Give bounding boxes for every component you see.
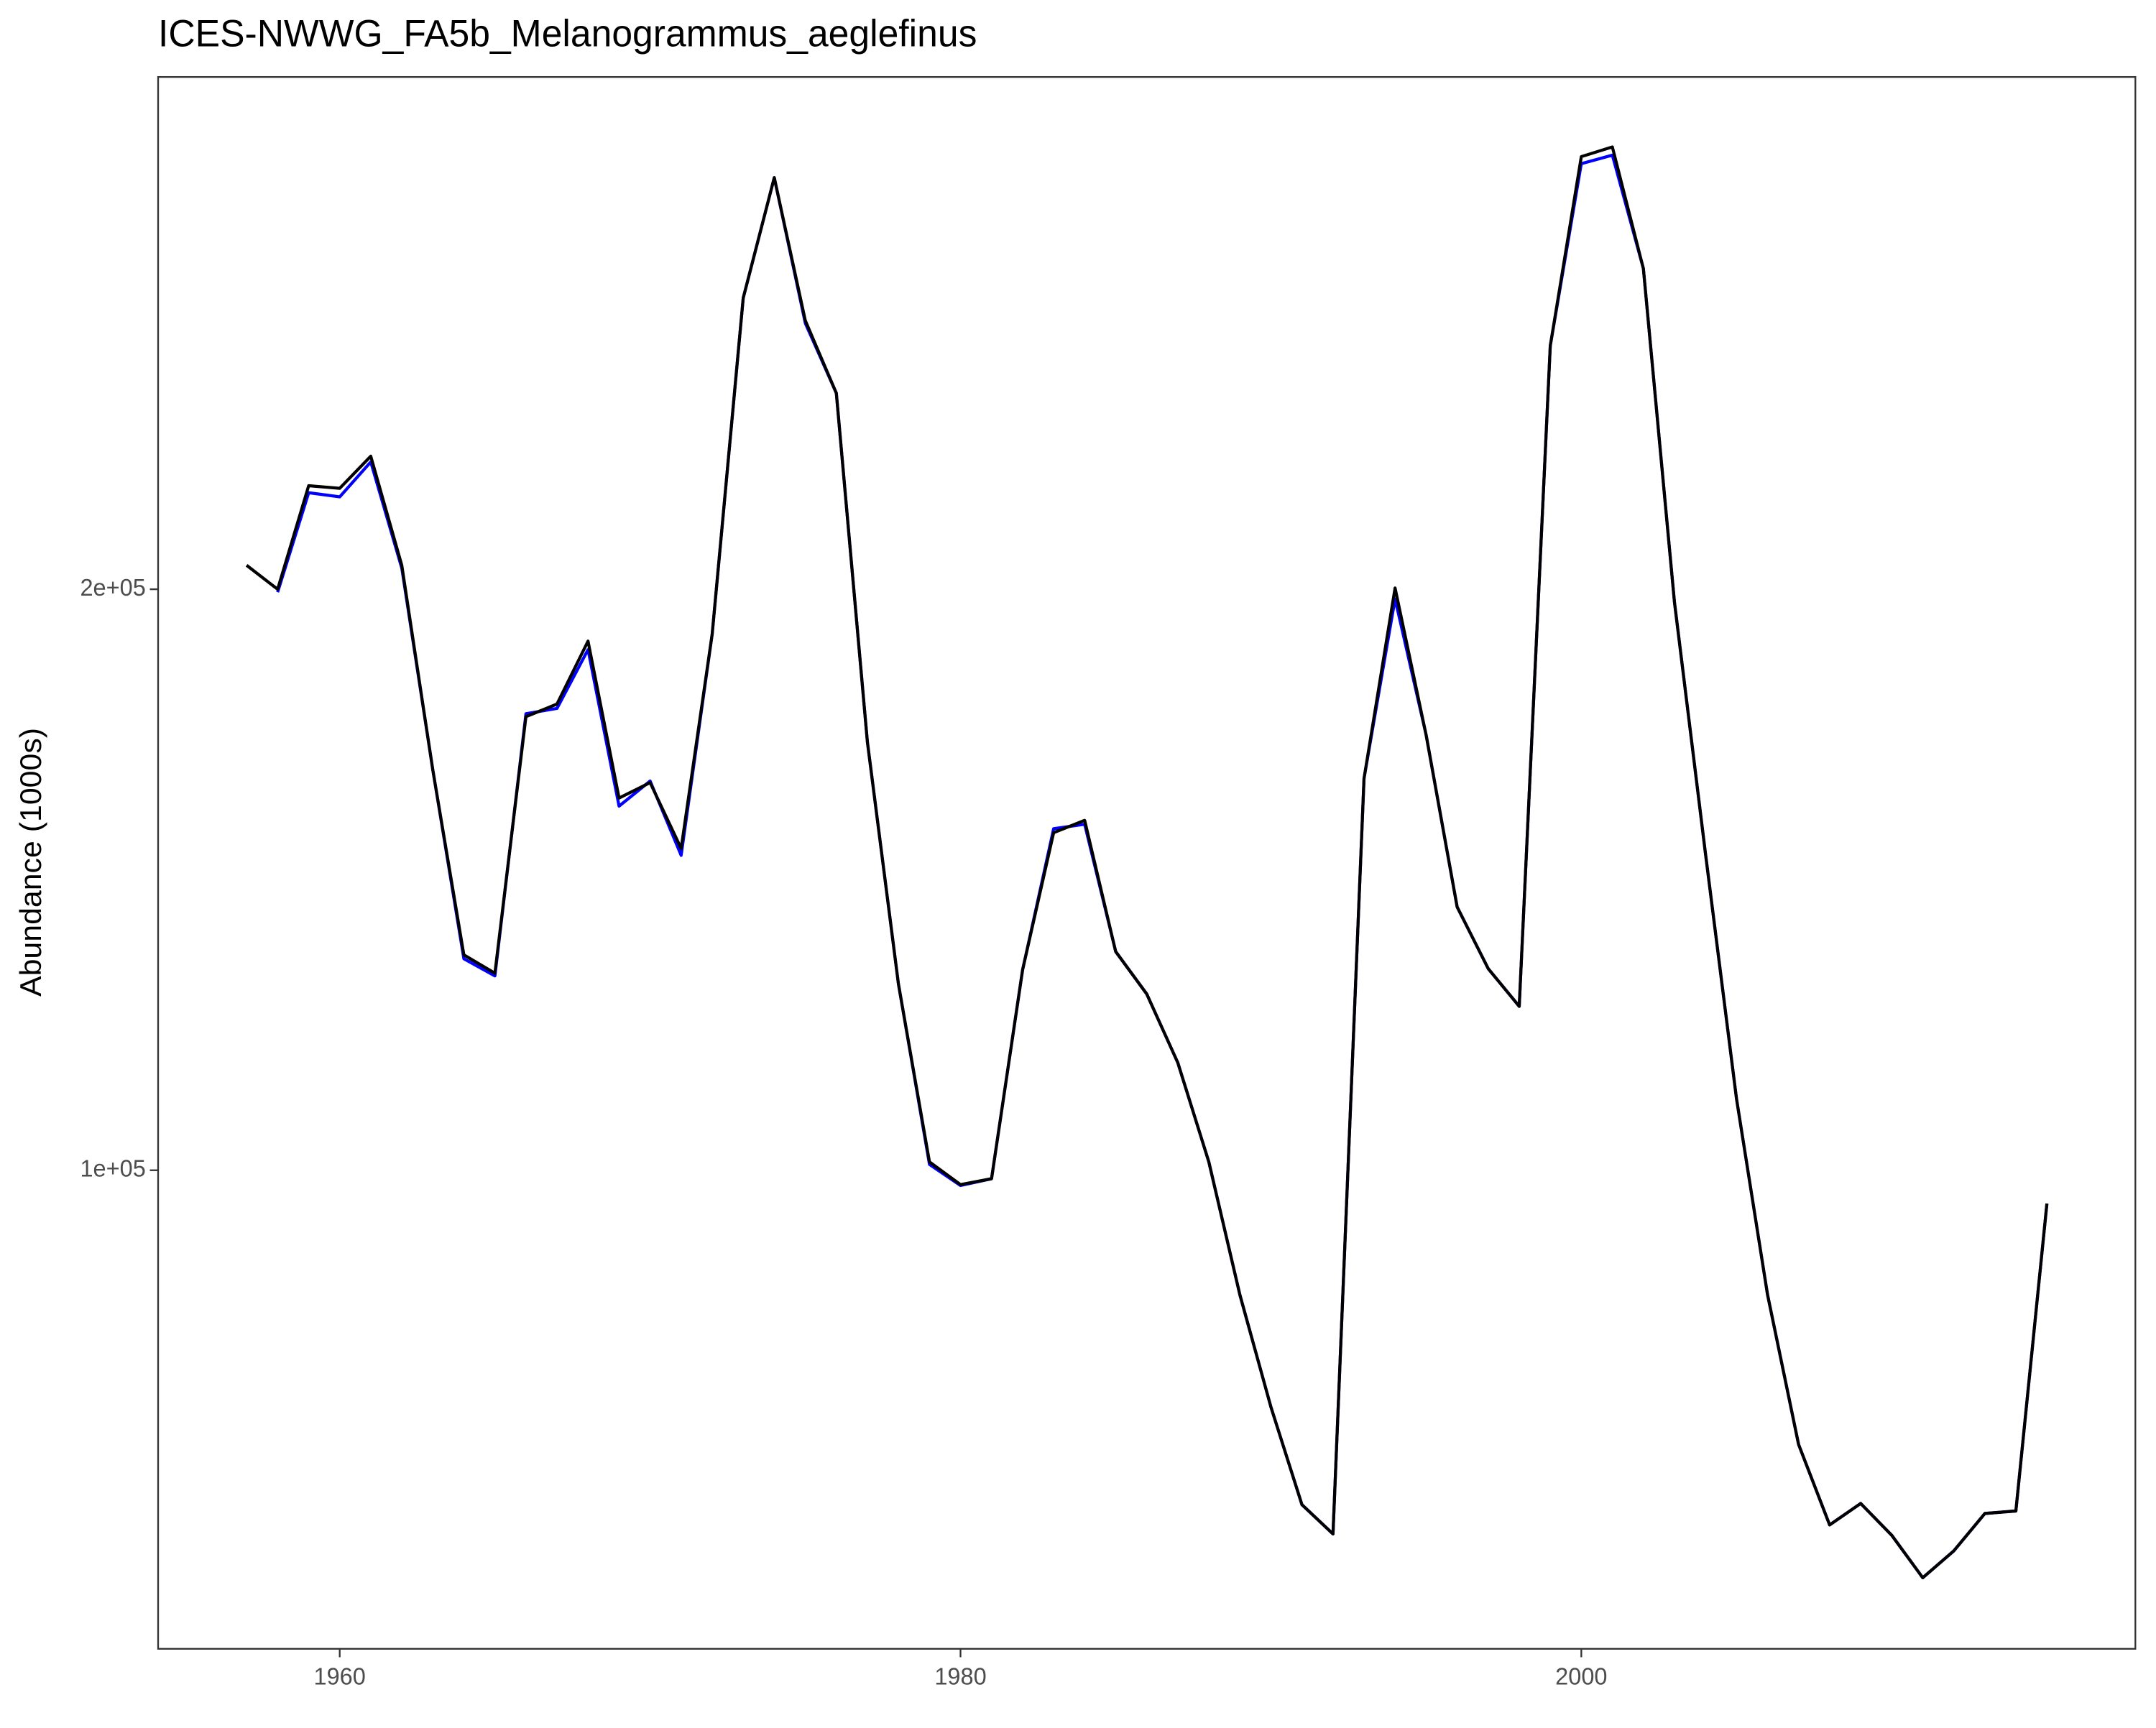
series-line xyxy=(245,145,2049,1580)
x-tick-label: 1960 xyxy=(314,1663,366,1689)
y-tick-label: 1e+05 xyxy=(80,1155,145,1181)
y-tick-label: 2e+05 xyxy=(80,574,145,601)
x-tick-label: 1980 xyxy=(934,1663,986,1689)
chart-title: ICES-NWWG_FA5b_Melanogrammus_aeglefinus xyxy=(158,13,977,55)
x-tick-label: 2000 xyxy=(1555,1663,1607,1689)
y-axis-label: Abundance (1000s) xyxy=(14,728,47,997)
panel-border xyxy=(157,75,2137,1650)
